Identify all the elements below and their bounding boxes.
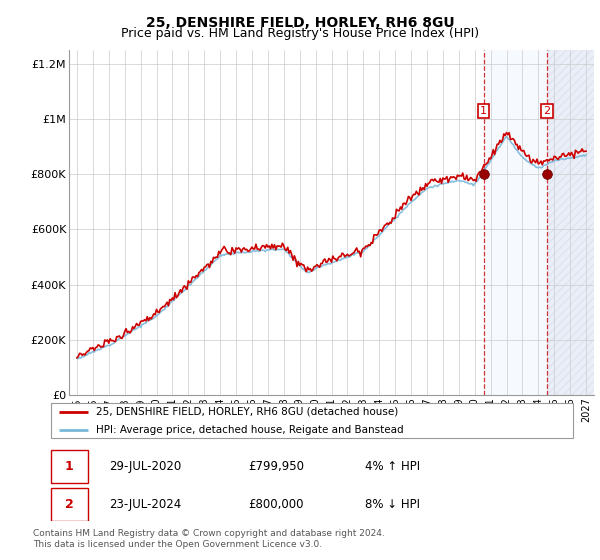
- Text: 4% ↑ HPI: 4% ↑ HPI: [365, 460, 420, 473]
- Text: 29-JUL-2020: 29-JUL-2020: [109, 460, 181, 473]
- Text: 25, DENSHIRE FIELD, HORLEY, RH6 8GU (detached house): 25, DENSHIRE FIELD, HORLEY, RH6 8GU (det…: [95, 407, 398, 417]
- Text: 2: 2: [65, 498, 73, 511]
- Text: Price paid vs. HM Land Registry's House Price Index (HPI): Price paid vs. HM Land Registry's House …: [121, 27, 479, 40]
- Text: 25, DENSHIRE FIELD, HORLEY, RH6 8GU: 25, DENSHIRE FIELD, HORLEY, RH6 8GU: [146, 16, 454, 30]
- FancyBboxPatch shape: [50, 403, 574, 438]
- Text: Contains HM Land Registry data © Crown copyright and database right 2024.
This d: Contains HM Land Registry data © Crown c…: [33, 529, 385, 549]
- Bar: [484, 50, 594, 395]
- Text: 2: 2: [544, 106, 551, 116]
- Text: 23-JUL-2024: 23-JUL-2024: [109, 498, 181, 511]
- Text: £799,950: £799,950: [248, 460, 305, 473]
- FancyBboxPatch shape: [50, 450, 88, 483]
- FancyBboxPatch shape: [50, 488, 88, 521]
- Text: £800,000: £800,000: [248, 498, 304, 511]
- Text: 8% ↓ HPI: 8% ↓ HPI: [365, 498, 420, 511]
- Bar: [547, 50, 594, 395]
- Text: 1: 1: [480, 106, 487, 116]
- Text: 1: 1: [65, 460, 73, 473]
- Text: HPI: Average price, detached house, Reigate and Banstead: HPI: Average price, detached house, Reig…: [95, 425, 403, 435]
